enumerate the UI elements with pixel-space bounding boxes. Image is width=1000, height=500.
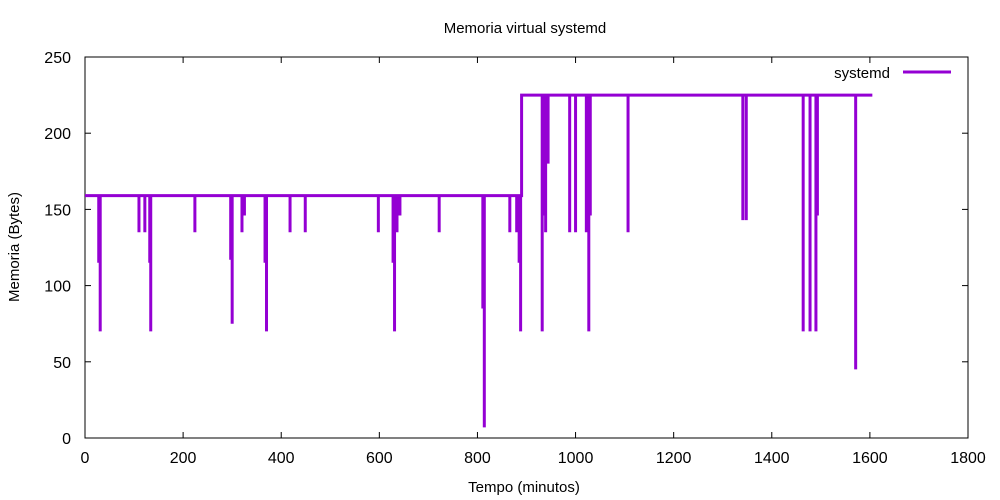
y-tick-label: 200	[44, 126, 71, 143]
legend: systemd	[834, 65, 951, 82]
x-tick-label: 1200	[656, 450, 692, 467]
x-tick-label: 1600	[852, 450, 888, 467]
series-group	[85, 93, 873, 428]
chart-title: Memoria virtual systemd	[444, 20, 607, 37]
y-tick-label: 150	[44, 202, 71, 219]
legend-label-systemd: systemd	[834, 65, 890, 82]
x-tick-label: 400	[268, 450, 295, 467]
x-tick-label: 800	[464, 450, 491, 467]
y-tick-label: 50	[53, 355, 71, 372]
axis-ticks: 0 200 400 600 800 1000 1200 1400 1600 1800 0 50 100 1…	[44, 50, 986, 467]
x-tick-label: 600	[366, 450, 393, 467]
x-tick-label: 200	[170, 450, 197, 467]
y-tick-label: 100	[44, 279, 71, 296]
y-tick-label: 0	[62, 431, 71, 448]
plot-frame	[84, 56, 969, 439]
series-line-systemd	[85, 93, 873, 198]
y-axis-label: Memoria (Bytes)	[6, 192, 23, 302]
x-tick-label: 1400	[754, 450, 790, 467]
y-tick-label: 250	[44, 50, 71, 67]
x-tick-label: 1800	[950, 450, 986, 467]
x-tick-label: 1000	[558, 450, 594, 467]
x-tick-label: 0	[81, 450, 90, 467]
x-axis-label: Tempo (minutos)	[468, 479, 580, 496]
